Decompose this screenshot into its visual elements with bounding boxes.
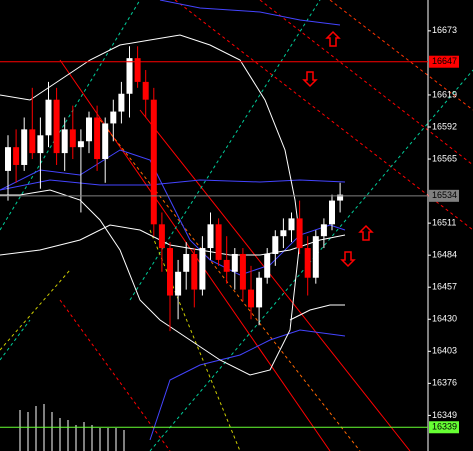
candle-body	[175, 271, 182, 296]
candle-body	[77, 141, 84, 148]
y-tick-label: 16376	[432, 378, 457, 388]
level-label: 16647	[432, 56, 457, 66]
candle-body	[69, 129, 76, 148]
y-tick-label: 16565	[432, 153, 457, 163]
candle-body	[191, 253, 198, 290]
candle-body	[110, 111, 117, 124]
candle-body	[337, 194, 344, 201]
candle-body	[231, 253, 238, 272]
candle-body	[61, 129, 68, 154]
candle-body	[5, 147, 11, 171]
candle-body	[207, 224, 214, 249]
candle-body	[320, 224, 327, 237]
y-tick-label: 16403	[432, 346, 457, 356]
candle-body	[288, 218, 295, 231]
arrows	[302, 30, 374, 268]
candle-body	[223, 259, 230, 272]
candle-body	[94, 117, 101, 160]
candle-body	[167, 248, 173, 296]
y-tick-label: 16457	[432, 282, 457, 292]
level-label-box	[429, 55, 459, 68]
candle-body	[53, 99, 60, 154]
candle-body	[329, 200, 335, 225]
candle-body	[272, 236, 279, 254]
y-tick-label: 16511	[432, 218, 456, 228]
candle-body	[102, 123, 109, 160]
candle-body	[256, 277, 263, 308]
candle-body	[239, 253, 246, 290]
candle-body	[304, 248, 311, 278]
level-label: 16339	[432, 422, 457, 432]
y-tick-label: 16484	[432, 250, 457, 260]
candle-body	[215, 224, 222, 260]
candle-body	[21, 129, 28, 165]
candle-body	[248, 289, 254, 308]
level-label-box	[429, 421, 459, 434]
candle-body	[13, 147, 20, 165]
y-tick-label: 16619	[432, 89, 457, 99]
candle-body	[280, 230, 287, 237]
candle-body	[29, 129, 36, 154]
candle-body	[150, 99, 157, 225]
candle-body	[126, 58, 133, 94]
y-tick-label: 16430	[432, 314, 457, 324]
candle-body	[37, 135, 44, 154]
candle-body	[312, 236, 319, 278]
candle-body	[199, 248, 206, 290]
candle-body	[296, 218, 303, 249]
candle-body	[86, 117, 92, 142]
candle-body	[264, 253, 271, 278]
level-label: 16534	[432, 190, 457, 200]
y-tick-label: 16673	[432, 25, 457, 35]
y-tick-label: 16349	[432, 410, 457, 420]
candle-body	[45, 99, 52, 136]
level-label-box	[429, 189, 459, 202]
candle-body	[134, 58, 141, 82]
candle-body	[142, 81, 149, 100]
candle-body	[183, 253, 190, 272]
candle-body	[118, 93, 125, 112]
y-tick-label: 16592	[432, 121, 457, 131]
candle-body	[158, 224, 165, 249]
